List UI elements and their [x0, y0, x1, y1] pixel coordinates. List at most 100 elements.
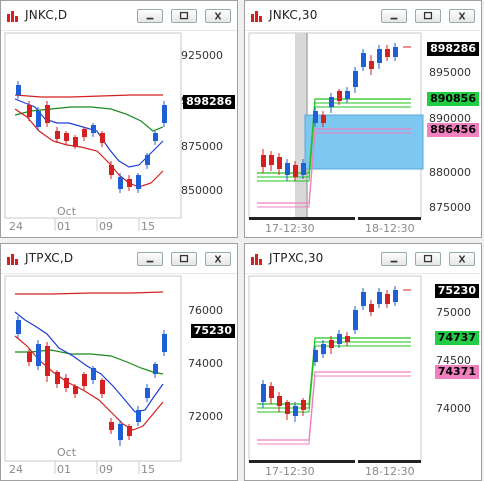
minimize-button[interactable]	[137, 9, 163, 23]
candle	[321, 344, 326, 354]
y-tick-label: 895000	[429, 66, 471, 79]
candle	[145, 388, 150, 398]
candle	[321, 115, 326, 123]
green-level-badge: 74737	[434, 331, 479, 345]
candle	[329, 97, 334, 107]
candle	[91, 125, 96, 133]
y-tick-label: 875000	[429, 201, 471, 214]
x-tick-label: 09	[99, 220, 113, 233]
candles	[261, 286, 411, 422]
maximize-button[interactable]	[171, 9, 197, 23]
candle	[345, 91, 350, 99]
window-titlebar[interactable]: JNKC,30	[245, 1, 481, 31]
candle	[293, 406, 298, 416]
candle	[153, 133, 158, 141]
candle	[82, 374, 87, 386]
candle	[329, 340, 334, 348]
candles	[261, 43, 411, 181]
last-price-badge: 898286	[183, 95, 235, 109]
chart-window-jnkc-daily[interactable]: JNKC,D	[0, 0, 238, 238]
ma-red-line	[14, 94, 163, 98]
x-tick-label: 01	[57, 220, 71, 233]
maximize-button[interactable]	[415, 252, 441, 266]
candle	[36, 344, 41, 366]
x-tick-label: 01	[57, 463, 71, 476]
candle	[269, 386, 274, 398]
y-tick-label: 875000	[181, 140, 223, 153]
ma-green-line	[14, 106, 164, 132]
y-tick-label: 890000	[429, 112, 471, 125]
candle	[118, 424, 123, 440]
candle	[393, 290, 398, 302]
last-price-badge: 75230	[190, 324, 235, 338]
candle	[16, 85, 21, 95]
price-chart[interactable]	[1, 274, 238, 481]
window-title: JNKC,30	[269, 8, 318, 22]
window-title: JTPXC,D	[25, 251, 74, 265]
minimize-button[interactable]	[137, 252, 163, 266]
candle	[361, 53, 366, 67]
window-titlebar[interactable]: JTPXC,30	[245, 244, 481, 274]
close-button[interactable]	[449, 252, 475, 266]
price-chart[interactable]	[245, 31, 482, 238]
candle	[136, 410, 141, 422]
x-tick-label: 24	[9, 463, 23, 476]
candle	[55, 131, 60, 139]
candle	[118, 177, 123, 189]
y-tick-label: 74000	[188, 357, 223, 370]
candle	[377, 292, 382, 304]
price-chart[interactable]	[1, 31, 238, 238]
chart-window-icon	[7, 254, 18, 265]
candle	[301, 400, 306, 410]
candle	[91, 368, 96, 380]
candle	[361, 292, 366, 306]
candle	[277, 157, 282, 169]
candle	[285, 163, 290, 175]
candle	[162, 105, 167, 123]
candle	[100, 133, 105, 143]
chart-window-icon	[251, 254, 262, 265]
candle	[269, 155, 274, 165]
close-button[interactable]	[449, 9, 475, 23]
y-tick-label: 74500	[436, 354, 471, 367]
candle	[27, 105, 32, 117]
close-button[interactable]	[205, 252, 231, 266]
x-tick-label: 17-12:30	[265, 465, 315, 478]
month-label: Oct	[57, 446, 77, 459]
candle	[45, 105, 50, 123]
minimize-button[interactable]	[381, 9, 407, 23]
last-price-badge: 898286	[427, 42, 479, 56]
candle	[153, 364, 158, 374]
candle	[64, 378, 69, 388]
window-titlebar[interactable]: JTPXC,D	[1, 244, 237, 274]
candle	[293, 165, 298, 177]
pink-level-badge: 74371	[434, 365, 479, 379]
chart-window-jtpxc-daily[interactable]: JTPXC,D	[0, 243, 238, 481]
candle	[55, 372, 60, 384]
window-title: JTPXC,30	[269, 251, 324, 265]
window-titlebar[interactable]: JNKC,D	[1, 1, 237, 31]
candle	[45, 346, 50, 376]
x-tick-label: 18-12:30	[365, 222, 415, 235]
y-tick-label: 75000	[436, 306, 471, 319]
price-chart[interactable]	[245, 274, 482, 481]
window-title: JNKC,D	[25, 8, 68, 22]
maximize-button[interactable]	[415, 9, 441, 23]
chart-window-icon	[251, 11, 262, 22]
minimize-button[interactable]	[381, 252, 407, 266]
candle	[313, 350, 318, 362]
candle	[337, 91, 342, 101]
month-label: Oct	[57, 205, 77, 218]
maximize-button[interactable]	[171, 252, 197, 266]
candle	[345, 336, 350, 342]
candle	[127, 179, 132, 187]
chart-window-jtpxc-30min[interactable]: JTPXC,30	[244, 243, 482, 481]
candle	[82, 129, 87, 137]
close-button[interactable]	[205, 9, 231, 23]
y-tick-label: 76000	[188, 304, 223, 317]
chart-window-icon	[6, 9, 20, 23]
chart-window-jnkc-30min[interactable]: JNKC,30	[244, 0, 482, 238]
candle	[127, 426, 132, 436]
candle	[285, 402, 290, 414]
y-tick-label: 880000	[429, 166, 471, 179]
